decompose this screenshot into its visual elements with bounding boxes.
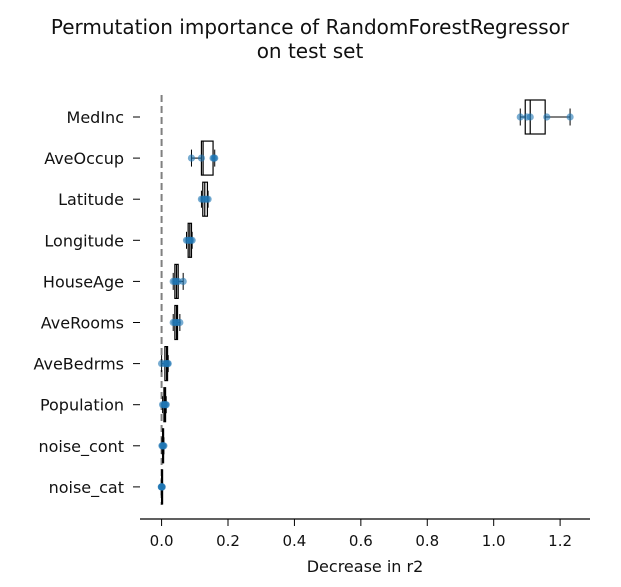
y-tick-label-noise_cat: noise_cat <box>49 478 124 498</box>
data-point <box>176 318 184 327</box>
title-line-2: on test set <box>257 39 364 63</box>
data-point <box>543 113 551 121</box>
box-Population <box>158 387 170 423</box>
x-tick-label: 0.0 <box>150 532 174 550</box>
y-axis: MedInc AveOccup Latitude Longitude HouseAge A… <box>33 108 140 498</box>
chart-title: Permutation importance of RandomForestRe… <box>51 15 570 63</box>
y-tick-label-Latitude: Latitude <box>58 190 124 209</box>
x-tick-label: 1.0 <box>482 532 506 550</box>
data-point <box>516 113 524 121</box>
data-point <box>188 236 196 244</box>
data-point <box>158 483 166 491</box>
data-point <box>187 154 196 162</box>
box-AveBedrms <box>157 346 172 382</box>
box-noise_cont <box>158 428 168 464</box>
data-point <box>179 277 187 285</box>
box-Longitude <box>182 222 196 258</box>
y-tick-label-AveBedrms: AveBedrms <box>33 355 124 374</box>
x-axis: 0.0 0.2 0.4 0.6 0.8 1.0 1.2 <box>140 518 590 550</box>
y-tick-label-HouseAge: HouseAge <box>43 272 124 291</box>
x-tick-label: 0.6 <box>349 532 373 550</box>
plot-area <box>157 95 574 505</box>
x-tick-label: 0.8 <box>415 532 439 550</box>
data-point <box>211 154 219 162</box>
title-line-1: Permutation importance of RandomForestRe… <box>51 15 570 39</box>
data-point <box>197 154 206 162</box>
data-point <box>160 442 168 450</box>
data-point <box>526 113 534 121</box>
box-HouseAge <box>169 263 187 299</box>
x-tick-label: 0.2 <box>216 532 240 550</box>
data-point <box>566 113 574 121</box>
data-point <box>164 360 172 368</box>
box-noise_cat <box>157 469 166 505</box>
data-point <box>204 195 212 203</box>
y-tick-label-Population: Population <box>40 396 124 415</box>
x-tick-label: 0.4 <box>282 532 306 550</box>
y-tick-label-Longitude: Longitude <box>44 231 124 250</box>
box-Latitude <box>197 181 212 217</box>
x-axis-label: Decrease in r2 <box>307 557 424 576</box>
data-point <box>174 277 182 285</box>
x-tick-label: 1.2 <box>548 532 572 550</box>
y-tick-label-AveOccup: AveOccup <box>44 149 124 168</box>
y-tick-label-AveRooms: AveRooms <box>41 314 124 333</box>
box-MedInc <box>516 99 574 135</box>
data-point <box>162 401 170 409</box>
box-AveOccup <box>187 140 219 176</box>
box-AveRooms <box>169 304 184 341</box>
y-tick-label-noise_cont: noise_cont <box>38 437 124 457</box>
y-tick-label-MedInc: MedInc <box>67 108 124 127</box>
